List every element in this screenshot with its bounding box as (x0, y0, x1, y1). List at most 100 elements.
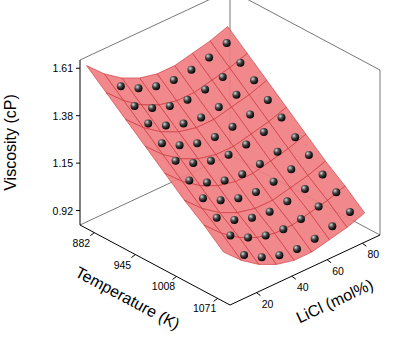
data-point (315, 203, 323, 211)
data-point (134, 84, 142, 92)
x-tick (214, 298, 218, 301)
data-point (311, 235, 319, 243)
data-point (201, 85, 209, 93)
data-point (252, 188, 260, 196)
data-point (262, 231, 270, 239)
data-point (228, 123, 236, 131)
z-tick-label: 0.92 (53, 205, 74, 217)
data-point (242, 140, 250, 148)
data-point (279, 225, 287, 233)
data-point (230, 216, 238, 224)
data-point (213, 214, 221, 222)
y-tick-label: 20 (262, 298, 274, 310)
data-point (152, 82, 160, 90)
chart: 882 945 1008 1071 Temperature (K) 20 40 60 80 LiC… (0, 0, 405, 340)
data-point (223, 39, 231, 47)
x-axis-title: Temperature (K) (73, 263, 183, 332)
data-point (176, 141, 184, 149)
data-point (236, 59, 244, 67)
z-axis-line (80, 60, 81, 225)
data-point (221, 177, 229, 185)
surface-cell (204, 225, 241, 260)
frame (80, 0, 380, 235)
data-point (219, 73, 227, 81)
data-point (287, 165, 295, 173)
y-tick (256, 293, 260, 296)
data-point (275, 251, 283, 259)
y-axis-title: LiCl (mol%) (294, 276, 376, 326)
data-point (217, 196, 225, 204)
data-point (215, 103, 223, 111)
data-point (264, 96, 272, 104)
data-point (238, 170, 246, 178)
data-point (240, 251, 248, 259)
data-point (234, 194, 242, 202)
y-tick (362, 243, 366, 246)
x-tick-label: 1071 (193, 302, 217, 314)
data-point (205, 53, 213, 61)
data-point (203, 179, 211, 187)
plot-area (87, 26, 365, 264)
y-tick (292, 276, 296, 279)
data-point (248, 214, 256, 222)
data-point (250, 76, 258, 84)
z-tick-label: 1.38 (53, 110, 74, 122)
z-tick-label: 1.61 (53, 62, 74, 74)
surface-cell (126, 119, 163, 154)
data-point (225, 151, 233, 159)
z-tick-label: 1.15 (53, 157, 74, 169)
data-point (158, 139, 166, 147)
y-tick-label: 40 (297, 281, 309, 293)
z-tick (76, 68, 80, 69)
data-point (144, 120, 152, 128)
data-point (258, 253, 266, 261)
data-point (332, 188, 340, 196)
y-tick-label: 60 (332, 265, 344, 277)
data-point (277, 114, 285, 122)
x-tick (173, 276, 177, 279)
surface-cell (87, 66, 124, 101)
z-axis-title: Viscosity (cP) (2, 94, 19, 191)
x-tick-label: 1008 (152, 280, 176, 292)
z-tick (76, 115, 80, 116)
data-point (162, 122, 170, 130)
data-point (346, 208, 354, 216)
surface-cell (145, 146, 182, 181)
surface-cell (184, 200, 221, 233)
data-point (226, 231, 234, 239)
data-point (328, 222, 336, 230)
data-point (270, 178, 278, 186)
y-tick (327, 260, 331, 263)
data-point (293, 245, 301, 253)
y-tick-label: 80 (368, 248, 380, 260)
data-point (274, 148, 282, 156)
data-point (283, 197, 291, 205)
frame-line (380, 70, 381, 235)
data-point (319, 171, 327, 179)
data-point (131, 102, 139, 110)
surface-cell (165, 173, 202, 208)
z-tick (76, 210, 80, 211)
data-point (244, 233, 252, 241)
data-point (185, 177, 193, 185)
data-point (266, 208, 274, 216)
data-point (180, 120, 188, 128)
x-tick (90, 233, 94, 236)
data-point (148, 104, 156, 112)
data-point (297, 215, 305, 223)
data-point (193, 139, 201, 147)
surface (87, 26, 365, 264)
data-point (246, 110, 254, 118)
data-point (172, 157, 180, 165)
data-point (232, 91, 240, 99)
data-point (260, 128, 268, 136)
x-tick-label: 945 (114, 259, 132, 271)
frame-line (230, 0, 380, 70)
data-point (305, 151, 313, 159)
data-point (117, 82, 125, 90)
axes: 882 945 1008 1071 Temperature (K) 20 40 60 80 LiC… (2, 60, 380, 333)
data-point (183, 96, 191, 104)
data-point (170, 76, 178, 84)
data-point (189, 159, 197, 167)
x-tick-label: 882 (73, 237, 91, 249)
